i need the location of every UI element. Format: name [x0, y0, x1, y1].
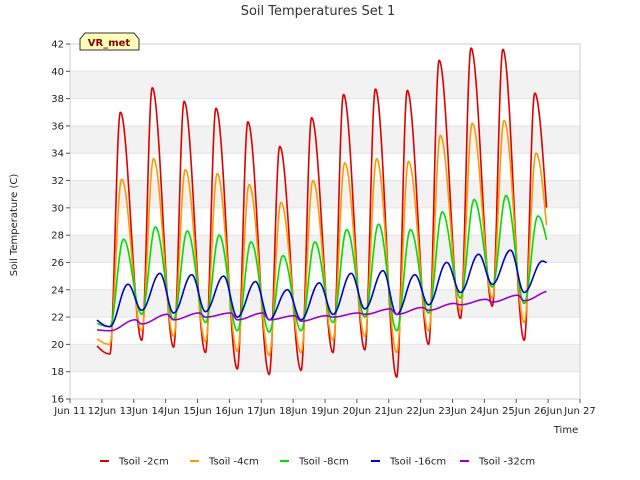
x-tick-label: 13Jun: [120, 406, 148, 417]
x-tick-label: 16Jun: [215, 406, 243, 417]
x-tick-label: 20Jun: [343, 406, 371, 417]
x-tick-label: 15Jun: [183, 406, 211, 417]
legend-label: Tsoil -8cm: [298, 457, 349, 468]
station-badge-label: VR_met: [88, 38, 131, 49]
y-tick-label: 40: [51, 67, 64, 78]
y-tick-label: 18: [51, 367, 64, 378]
x-tick-label: 24Jun: [470, 406, 498, 417]
legend: Tsoil -2cm Tsoil -4cm Tsoil -8cm Tsoil -16c…: [100, 457, 535, 468]
grid-band: [70, 71, 580, 99]
series-line: [96, 249, 548, 328]
series-line: [96, 119, 548, 357]
y-tick-label: 28: [51, 231, 64, 242]
y-tick-label: 38: [51, 94, 64, 105]
x-tick-label: 26Jun: [534, 406, 562, 417]
legend-label: Tsoil -16cm: [389, 457, 446, 468]
legend-label: Tsoil -2cm: [118, 457, 169, 468]
x-tick-label: 19Jun: [311, 406, 339, 417]
plot-area: [69, 43, 581, 400]
legend-label: Tsoil -4cm: [208, 457, 259, 468]
station-badge-box: [79, 32, 140, 51]
x-tick-label: 21Jun: [375, 406, 403, 417]
y-axis-label: Soil Temperature (C): [9, 174, 20, 277]
legend-label: Tsoil -32cm: [478, 457, 535, 468]
y-tick-label: 20: [51, 340, 64, 351]
y-tick-label: 42: [51, 40, 64, 51]
station-badge: VR_met: [79, 32, 140, 51]
chart-title: Soil Temperatures Set 1: [241, 4, 396, 19]
x-tick-label: Jun 11: [53, 406, 86, 417]
grid-band: [70, 344, 580, 372]
grid-band: [70, 125, 580, 154]
y-tick-label: 32: [51, 176, 64, 187]
y-tick-label: 36: [51, 121, 64, 132]
y-tick-label: 26: [51, 258, 64, 269]
x-tick-label: 23Jun: [438, 406, 466, 417]
x-tick-label: 25Jun: [502, 406, 530, 417]
y-tick-label: 22: [51, 313, 64, 324]
series-line: [96, 47, 548, 378]
x-axis-label: Time: [553, 425, 578, 436]
series-lines: [96, 47, 548, 378]
grid-bands: [70, 43, 580, 400]
y-tick-label: 16: [51, 395, 64, 406]
y-tick-label: 34: [51, 149, 64, 160]
x-tick-label: Jun 27: [563, 406, 596, 417]
grid-band: [70, 180, 580, 208]
x-axis-ticks: Jun 11 12Jun 13Jun 14Jun 15Jun 16Jun 17Jun 18Ju…: [53, 399, 596, 417]
x-tick-label: 14Jun: [151, 406, 179, 417]
x-tick-label: 17Jun: [247, 406, 275, 417]
x-tick-label: 18Jun: [279, 406, 307, 417]
y-tick-label: 24: [51, 285, 64, 296]
series-line: [96, 290, 548, 332]
x-tick-label: 12Jun: [88, 406, 116, 417]
y-tick-label: 30: [51, 203, 64, 214]
x-tick-label: 22Jun: [406, 406, 434, 417]
y-axis-ticks: 16 18 20 22 24 26 28 30 32 34 36 38 40 42: [51, 40, 70, 406]
